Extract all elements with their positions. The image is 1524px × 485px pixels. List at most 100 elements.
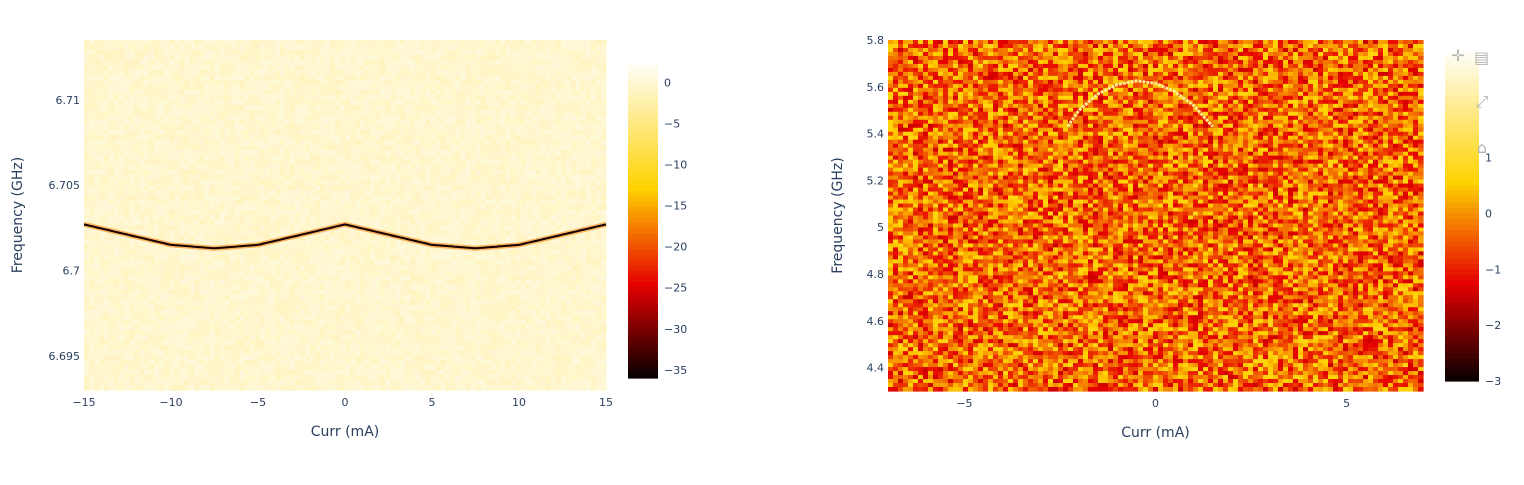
heatmap-cell — [585, 140, 592, 146]
heatmap-cell — [470, 95, 477, 101]
heatmap-cell — [440, 110, 446, 116]
heatmap-cell — [249, 90, 256, 96]
heatmap-cell — [214, 255, 221, 261]
heatmap-cell — [124, 105, 130, 111]
heatmap-cell — [540, 195, 547, 201]
heatmap-cell — [470, 40, 477, 46]
heatmap-cell — [189, 65, 196, 71]
heatmap-cell — [99, 95, 105, 101]
heatmap-cell — [134, 150, 140, 156]
heatmap-cell — [194, 60, 201, 66]
heatmap-cell — [580, 250, 587, 256]
heatmap-cell — [84, 155, 90, 161]
left-heatmap-chart[interactable]: Curr (mA)Frequency (GHz)−15 −10 −5 0 5 10 156.… — [0, 0, 760, 480]
heatmap-cell — [144, 120, 150, 126]
heatmap-cell — [435, 225, 441, 231]
heatmap-cell — [209, 195, 216, 201]
heatmap-cell — [500, 80, 507, 86]
heatmap-cell — [455, 270, 462, 276]
heatmap-cell — [445, 75, 451, 81]
heatmap-cell — [520, 245, 527, 251]
heatmap-cell — [259, 165, 266, 171]
heatmap-cell — [339, 130, 346, 136]
heatmap-cell — [565, 205, 572, 211]
heatmap-cell — [365, 230, 371, 236]
heatmap-cell — [365, 70, 371, 76]
heatmap-cell — [565, 90, 572, 96]
heatmap-cell — [244, 230, 251, 236]
heatmap-cell — [204, 200, 211, 206]
heatmap-cell — [309, 160, 316, 166]
heatmap-cell — [535, 125, 542, 131]
heatmap-cell — [540, 125, 547, 131]
heatmap-cell — [540, 115, 547, 121]
heatmap-cell — [284, 185, 291, 191]
heatmap-cell — [154, 220, 160, 226]
heatmap-cell — [214, 265, 221, 271]
heatmap-cell — [585, 265, 592, 271]
heatmap-cell — [430, 155, 436, 161]
heatmap-cell — [89, 230, 95, 236]
heatmap-cell — [515, 65, 522, 71]
heatmap-cell — [390, 80, 396, 86]
heatmap-cell — [249, 180, 256, 186]
heatmap-cell — [560, 155, 567, 161]
heatmap-cell — [114, 195, 120, 201]
heatmap-cell — [229, 110, 236, 116]
heatmap-cell — [360, 265, 366, 271]
heatmap-cell — [104, 160, 110, 166]
heatmap-cell — [460, 170, 467, 176]
heatmap-cell — [84, 85, 90, 91]
heatmap-cell — [530, 45, 537, 51]
heatmap-cell — [179, 270, 185, 276]
heatmap-cell — [425, 270, 431, 276]
heatmap-cell — [244, 170, 251, 176]
heatmap-cell — [274, 245, 281, 251]
heatmap-cell — [380, 200, 386, 206]
heatmap-cell — [515, 75, 522, 81]
heatmap-cell — [385, 135, 391, 141]
heatmap-cell — [289, 190, 296, 196]
heatmap-cell — [525, 100, 532, 106]
heatmap-cell — [164, 90, 170, 96]
heatmap-cell — [375, 45, 381, 51]
heatmap-cell — [595, 170, 602, 176]
heatmap-cell — [530, 95, 537, 101]
heatmap-cell — [139, 210, 145, 216]
heatmap-cell — [254, 170, 261, 176]
heatmap-cell — [129, 190, 135, 196]
heatmap-cell — [129, 110, 135, 116]
heatmap-cell — [159, 195, 165, 201]
heatmap-cell — [560, 55, 567, 61]
heatmap-cell — [370, 210, 376, 216]
heatmap-cell — [570, 130, 577, 136]
heatmap-cell — [375, 100, 381, 106]
heatmap-cell — [410, 275, 416, 281]
heatmap-cell — [550, 45, 557, 51]
heatmap-cell — [430, 230, 436, 236]
heatmap-cell — [425, 50, 431, 56]
heatmap-cell — [224, 175, 231, 181]
heatmap-cell — [334, 265, 341, 271]
heatmap-cell — [204, 190, 211, 196]
heatmap-cell — [234, 80, 241, 86]
heatmap-cell — [570, 160, 577, 166]
heatmap-cell — [530, 220, 537, 226]
heatmap-cell — [390, 160, 396, 166]
heatmap-cell — [179, 240, 185, 246]
heatmap-cell — [214, 155, 221, 161]
heatmap-cell — [284, 135, 291, 141]
heatmap-cell — [580, 70, 587, 76]
heatmap-cell — [234, 125, 241, 131]
heatmap-cell — [495, 60, 502, 66]
heatmap-cell — [495, 55, 502, 61]
heatmap-cell — [420, 90, 426, 96]
heatmap-cell — [590, 255, 597, 261]
heatmap-cell — [525, 110, 532, 116]
heatmap-cell — [269, 190, 276, 196]
heatmap-cell — [149, 275, 155, 281]
heatmap-cell — [179, 150, 185, 156]
heatmap-cell — [119, 200, 125, 206]
heatmap-cell — [510, 155, 517, 161]
heatmap-cell — [505, 50, 512, 56]
